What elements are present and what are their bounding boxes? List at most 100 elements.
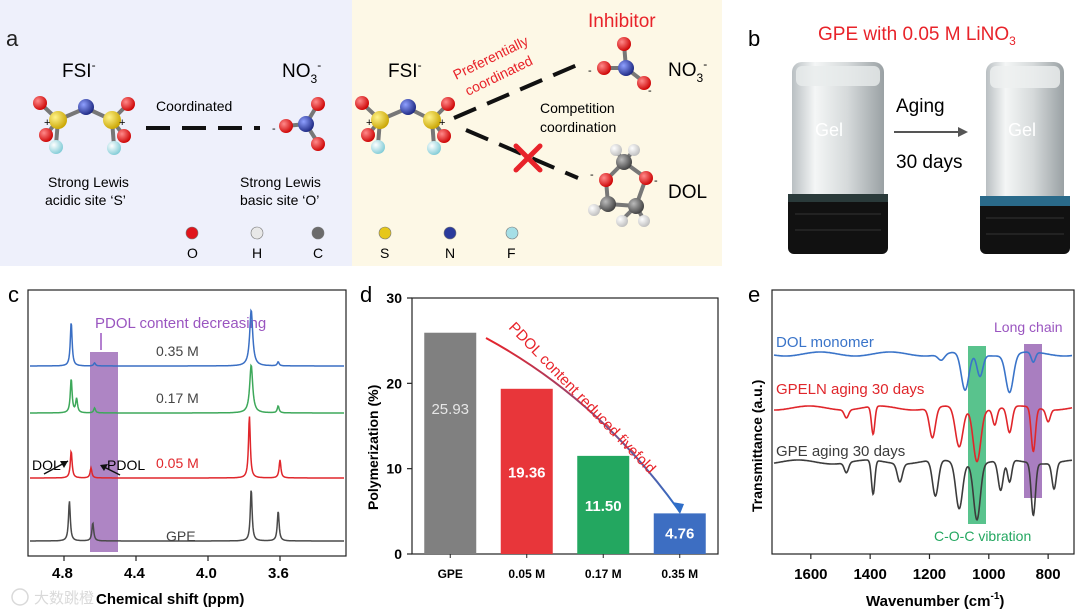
coordinated-label: Coordinated	[156, 98, 232, 114]
nmr-x-ticks: 4.8 4.4 4.0 3.6	[52, 556, 289, 582]
fsi-atoms-left: + +	[33, 96, 135, 155]
watermark: 大数跳橙	[11, 588, 94, 607]
panel-a-letter: a	[6, 26, 19, 51]
panel-c-frame	[27, 289, 347, 557]
bar-value-label-0: 25.93	[431, 401, 469, 418]
legend-atom-c	[311, 226, 325, 240]
no3-right-label: NO3-	[668, 57, 707, 85]
panel-d-letter: d	[360, 282, 372, 307]
dol-arrow-icon	[43, 460, 69, 475]
nmr-tick-label-0: 4.8	[52, 565, 73, 582]
svg-text:-: -	[272, 123, 276, 135]
panel-b: b GPE with 0.05 M LiNO3 Gel Aging 30 day…	[748, 24, 1070, 254]
lewis-base-line2: basic site ‘O’	[240, 192, 319, 208]
legend-atom-s	[378, 226, 392, 240]
ftir-x-ticks: 1600 1400 1200 1000 800	[794, 554, 1061, 583]
bar-y-tick-label-3: 30	[386, 290, 402, 306]
aging-arrow	[894, 127, 968, 137]
ftir-tick-label-4: 800	[1036, 566, 1061, 583]
cross-mark-icon	[513, 143, 543, 173]
nmr-trace-gpe	[30, 490, 344, 542]
coc-label: C-O-C vibration	[934, 528, 1031, 544]
fsi-atoms-right: + +	[355, 96, 455, 155]
bar-2	[577, 455, 630, 554]
reduction-arrow	[485, 337, 681, 513]
nmr-traces	[30, 308, 344, 542]
ftir-tick-label-1: 1400	[853, 566, 886, 583]
bar-3	[653, 513, 706, 554]
svg-text:-: -	[588, 65, 592, 77]
ftir-x-label: Wavenumber (cm-1)	[866, 591, 1004, 610]
legend-label-h: H	[252, 245, 262, 261]
ftir-tick-label-0: 1600	[794, 566, 827, 583]
legend-label-f: F	[507, 245, 516, 261]
panel-a-right-background	[352, 0, 722, 266]
svg-text:-: -	[590, 169, 594, 181]
svg-text:+: +	[119, 117, 125, 129]
fsi-left-label: FSI-	[62, 58, 96, 82]
legend-atom-h	[250, 226, 264, 240]
lewis-acid-line1: Strong Lewis	[48, 174, 129, 190]
bar-value-label-3: 4.76	[665, 526, 694, 543]
bar-category-label-1: 0.05 M	[508, 567, 545, 581]
no3-left-label: NO3-	[282, 58, 321, 86]
svg-text:+: +	[44, 117, 50, 129]
ftir-label-gpe: GPE aging 30 days	[776, 443, 905, 460]
panel-c-letter: c	[8, 282, 19, 307]
vial-right	[980, 62, 1070, 254]
competition-line1: Competition	[540, 100, 615, 116]
nmr-label-035: 0.35 M	[156, 343, 199, 359]
panel-d-frame	[411, 297, 719, 555]
nmr-x-label: Chemical shift (ppm)	[96, 591, 244, 608]
panel-e-frame	[771, 289, 1075, 555]
legend-atom-n	[443, 226, 457, 240]
ftir-tick-label-2: 1200	[913, 566, 946, 583]
days-label: 30 days	[896, 152, 963, 173]
svg-text:+: +	[439, 117, 445, 129]
bar-category-label-3: 0.35 M	[661, 567, 698, 581]
nmr-trace-labels: 0.35 M 0.17 M 0.05 M GPE	[156, 343, 199, 544]
ftir-y-label: Transmittance (a.u.)	[749, 380, 765, 512]
legend-label-o: O	[187, 245, 198, 261]
bar-value-label-2: 11.50	[585, 498, 622, 515]
ftir-label-dol: DOL monomer	[776, 334, 874, 351]
long-chain-band	[1024, 344, 1042, 498]
svg-text:-: -	[654, 175, 658, 187]
nmr-label-005: 0.05 M	[156, 455, 199, 471]
ftir-trace-gpeln	[774, 405, 1073, 463]
ftir-label-gpeln: GPELN aging 30 days	[776, 381, 924, 398]
bar-category-label-2: 0.17 M	[585, 567, 622, 581]
dol-arrow-label: DOL	[32, 457, 61, 473]
lewis-acid-line2: acidic site ‘S’	[45, 192, 126, 208]
bar-category-label-0: GPE	[438, 567, 463, 581]
lewis-base-line1: Strong Lewis	[240, 174, 321, 190]
pdol-highlight-band	[90, 352, 118, 552]
coc-band	[968, 346, 986, 524]
panel-b-letter: b	[748, 26, 760, 51]
inhibitor-label: Inhibitor	[588, 11, 656, 32]
nmr-trace-035	[30, 308, 344, 367]
reduction-arrowhead	[672, 502, 684, 514]
panel-d: d 0 10 20 30 25.93 GPE 19.36 0.05 M 11.50 0.17 M 4…	[360, 282, 719, 581]
bar-value-label-1: 19.36	[508, 464, 546, 481]
bar-y-tick-label-2: 20	[386, 375, 402, 391]
aging-label: Aging	[896, 96, 945, 117]
bar-y-label: Polymerization (%)	[365, 385, 381, 510]
nmr-trace-005	[30, 416, 344, 479]
legend-label-c: C	[313, 245, 323, 261]
pdol-arrow-icon	[100, 464, 121, 476]
no3-molecule-right: - -	[588, 37, 652, 97]
bar-y-tick-label-0: 0	[394, 546, 402, 562]
bar-1	[500, 388, 553, 554]
legend-label-n: N	[445, 245, 455, 261]
bar-0	[424, 332, 477, 554]
legend-label-s: S	[380, 245, 389, 261]
pdol-decreasing-label: PDOL content decreasing	[95, 315, 266, 332]
legend-atom-o	[185, 226, 199, 240]
panel-a: a FSI- + + Strong Lewis ac	[0, 0, 722, 266]
dol-label: DOL	[668, 182, 707, 203]
nmr-trace-017	[30, 363, 344, 414]
ftir-traces	[773, 351, 1073, 521]
watermark-text: 大数跳橙	[34, 590, 94, 607]
